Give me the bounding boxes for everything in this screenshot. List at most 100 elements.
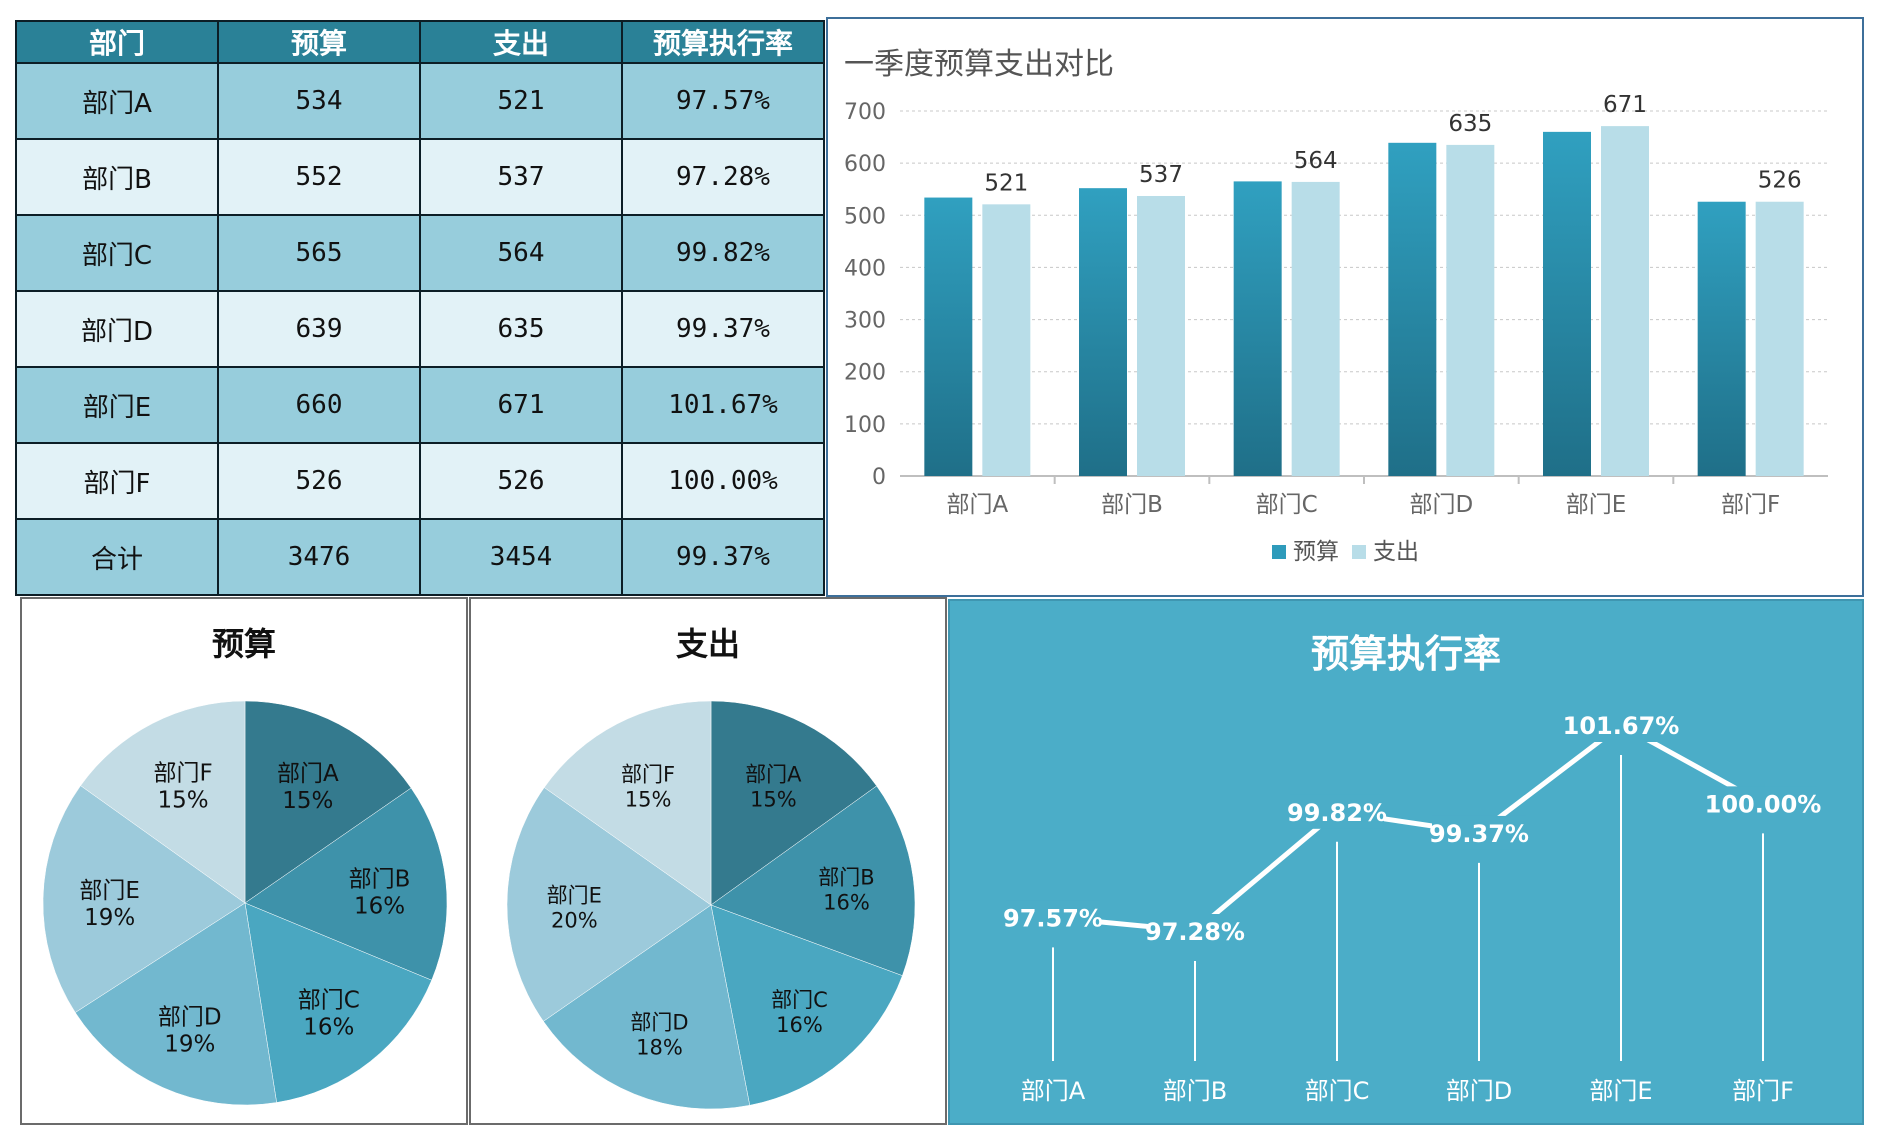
cell-expense: 526 [419,442,623,520]
pie-slice [244,787,448,981]
pie-slice [244,700,412,904]
pie-slice-percent: 20% [551,909,598,933]
cell-budget: 534 [217,62,421,140]
expense-pie-title: 支出 [675,625,740,663]
x-tick-label: 部门C [1256,492,1318,518]
legend-swatch-expense [1352,545,1366,559]
pie-slice [710,700,878,906]
label-background [1567,708,1675,742]
cell-expense: 671 [419,366,623,444]
cell-expense: 521 [419,62,623,140]
expense-data-label: 564 [1294,148,1338,174]
data-table-panel: 部门 预算 支出 预算执行率 部门A 534 521 97.57% 部门B 55… [15,20,825,596]
pie-slice-percent: 19% [164,1032,215,1058]
pie-slice-label: 部门A [745,762,802,786]
pie-slice-percent: 16% [303,1014,354,1040]
pie-slice-percent: 15% [282,788,333,814]
budget-bar [1233,181,1282,476]
pie-slice [710,904,903,1106]
x-category-label: 部门B [1163,1077,1227,1105]
cell-total-label: 合计 [15,518,219,596]
pie-slice-percent: 15% [750,787,797,811]
bar-chart: 0 100 200 300 400 500 600 700 521 部门A 537 部门B 564 部门C… [844,92,1828,565]
expense-data-label: 521 [984,170,1028,196]
budget-bar [1079,188,1127,476]
x-category-label: 部门C [1305,1077,1370,1105]
rate-line [1052,722,1765,934]
bar-chart-title: 一季度预算支出对比 [844,47,1114,82]
cell-dept: 部门A [15,62,219,140]
pie-slice [244,902,432,1103]
label-background [1006,900,1100,935]
cell-rate: 101.67% [621,366,825,444]
cell-budget: 660 [217,366,421,444]
expense-data-label: 671 [1603,92,1647,118]
cell-rate: 97.57% [621,62,825,140]
cell-expense: 537 [419,138,623,216]
table-row: 部门B 552 537 97.28% [15,138,825,216]
rate-value-label: 97.57% [1003,904,1103,932]
cell-rate: 99.82% [621,214,825,292]
data-table: 部门 预算 支出 预算执行率 部门A 534 521 97.57% 部门B 55… [15,20,825,596]
rate-value-label: 99.37% [1429,820,1529,848]
expense-bar [1755,201,1804,476]
label-background [1148,914,1242,948]
expense-bar [1291,181,1340,476]
pie-slice [74,902,277,1106]
expense-bar [982,204,1031,477]
expense-bar [1446,144,1495,476]
pie-slice [710,785,916,977]
cell-budget: 565 [217,214,421,292]
rate-value-label: 101.67% [1563,712,1680,740]
x-tick-label: 部门D [1409,492,1473,518]
cell-rate: 100.00% [621,442,825,520]
cell-total-budget: 3476 [217,518,421,596]
pie-slice-percent: 16% [354,894,405,920]
y-tick-label: 300 [844,309,886,334]
pie-slice [506,787,712,1022]
cell-budget: 526 [217,442,421,520]
pie-slice-percent: 15% [157,788,208,814]
cell-dept: 部门E [15,366,219,444]
table-row: 部门A 534 521 97.57% [15,62,825,140]
pie-slice-label: 部门E [547,884,602,908]
legend-label-expense: 支出 [1373,539,1419,565]
pie-slice-label: 部门D [630,1011,688,1035]
rate-line-chart: 97.57% 部门A 97.28% 部门B 99.82% 部门C 99.37% 部门D 101.… [1003,708,1822,1105]
pie-slice-label: 部门B [349,867,411,893]
y-tick-label: 400 [844,256,886,281]
budget-bar [1543,131,1591,476]
cell-budget: 639 [217,290,421,368]
table-row: 部门F 526 526 100.00% [15,442,825,520]
pie-slice-percent: 16% [823,891,870,915]
cell-dept: 部门B [15,138,219,216]
pie-slice-percent: 16% [776,1013,823,1037]
x-tick-label: 部门B [1101,492,1163,518]
expense-data-label: 537 [1139,162,1183,188]
expense-data-label: 635 [1448,111,1492,137]
label-background [1290,794,1384,829]
x-category-label: 部门D [1446,1077,1512,1105]
cell-budget: 552 [217,138,421,216]
rate-line-panel: 预算执行率 97.57% 部门A 97.28% 部门B 99.82% 部门C 99.37% 部… [948,599,1864,1125]
y-tick-label: 0 [872,465,886,490]
y-tick-label: 200 [844,361,886,386]
budget-pie-title: 预算 [211,625,276,663]
table-row: 部门E 660 671 101.67% [15,366,825,444]
pie-slice-label: 部门F [621,763,675,787]
cell-total-expense: 3454 [419,518,623,596]
pie-slice-label: 部门B [818,866,874,890]
rate-value-label: 100.00% [1705,790,1822,818]
label-background [1432,815,1526,850]
cell-expense: 564 [419,214,623,292]
pie-slice [543,904,751,1110]
pie-slice-label: 部门A [277,761,339,787]
x-category-label: 部门E [1589,1077,1652,1105]
y-tick-label: 500 [844,204,886,229]
pie-slice-label: 部门C [771,988,828,1012]
expense-bar [1601,126,1649,476]
x-category-label: 部门A [1021,1077,1086,1105]
rate-line-title: 预算执行率 [1310,632,1501,676]
pie-slice-label: 部门D [158,1005,222,1031]
